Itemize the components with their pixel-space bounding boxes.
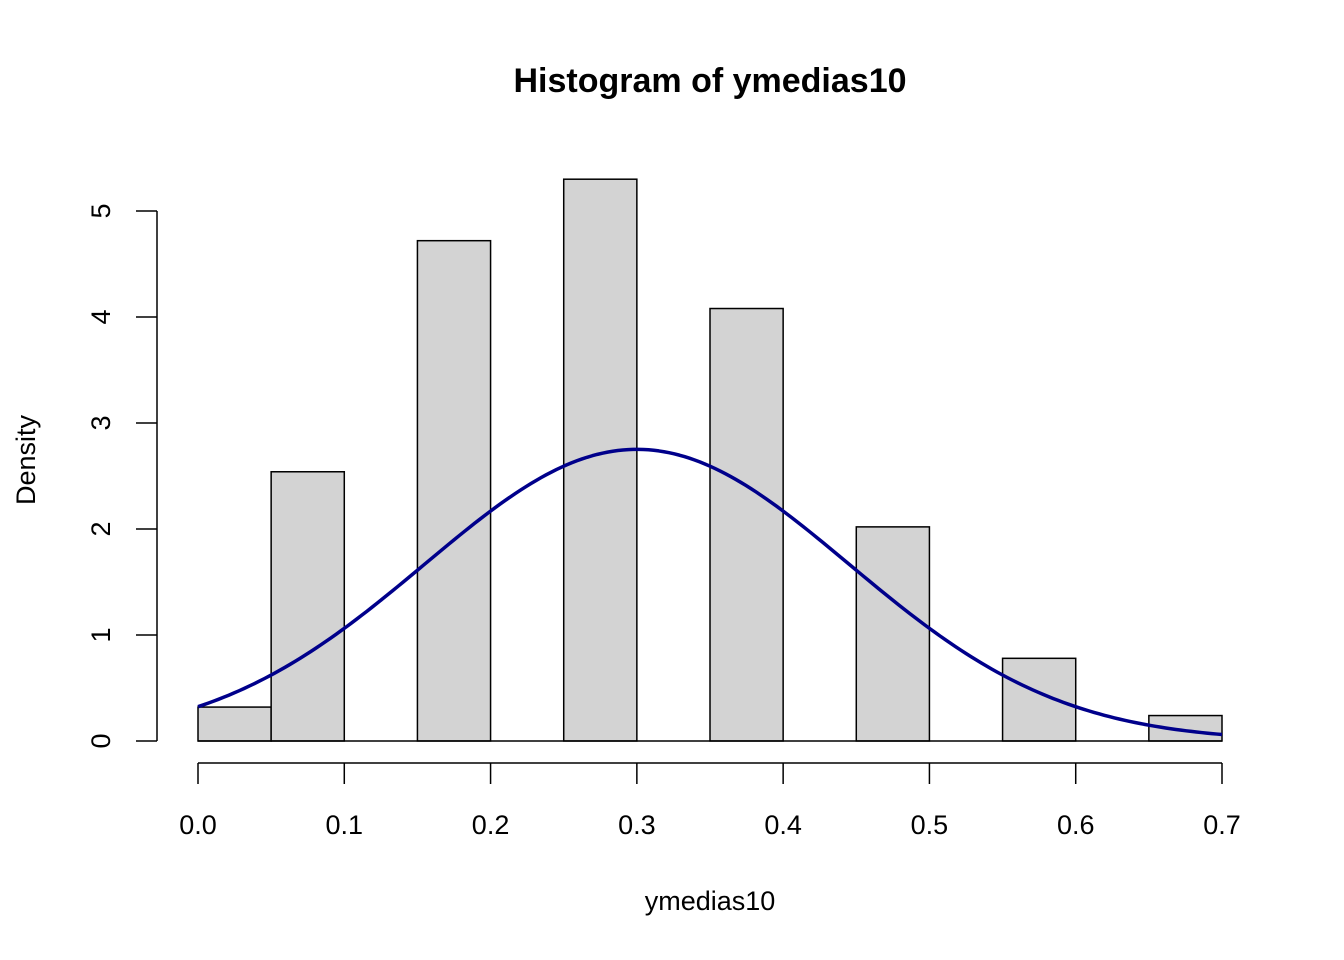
y-tick-label: 0 bbox=[86, 733, 116, 748]
y-tick-label: 4 bbox=[86, 309, 116, 324]
density-curve-layer bbox=[197, 447, 1223, 737]
histogram-bar bbox=[416, 239, 492, 742]
x-tick-label: 0.6 bbox=[1057, 810, 1095, 840]
histogram-bar bbox=[270, 471, 346, 742]
histogram-bar bbox=[709, 307, 784, 742]
x-tick-label: 0.5 bbox=[911, 810, 949, 840]
x-tick-label: 0.7 bbox=[1203, 810, 1241, 840]
histogram-bars bbox=[197, 178, 1223, 742]
histogram-bar bbox=[1001, 657, 1077, 742]
y-tick-label: 2 bbox=[86, 521, 116, 536]
y-tick-label: 3 bbox=[86, 415, 116, 430]
x-tick-label: 0.4 bbox=[764, 810, 802, 840]
histogram-bar bbox=[197, 706, 272, 742]
y-tick-label: 1 bbox=[86, 627, 116, 642]
x-tick-label: 0.1 bbox=[326, 810, 364, 840]
histogram-bar bbox=[855, 526, 931, 742]
x-tick-label: 0.2 bbox=[472, 810, 510, 840]
y-axis: 0 1 2 3 4 5 bbox=[86, 203, 158, 749]
chart-title: Histogram of ymedias10 bbox=[513, 62, 906, 100]
density-curve bbox=[197, 447, 1223, 737]
x-tick-label: 0.3 bbox=[618, 810, 656, 840]
x-axis-label: ymedias10 bbox=[645, 886, 776, 916]
x-tick-label: 0.0 bbox=[179, 810, 217, 840]
y-axis-label: Density bbox=[11, 414, 41, 505]
y-tick-label: 5 bbox=[86, 203, 116, 218]
x-axis: 0.0 0.1 0.2 0.3 0.4 0.5 0.6 0.7 bbox=[179, 762, 1241, 840]
